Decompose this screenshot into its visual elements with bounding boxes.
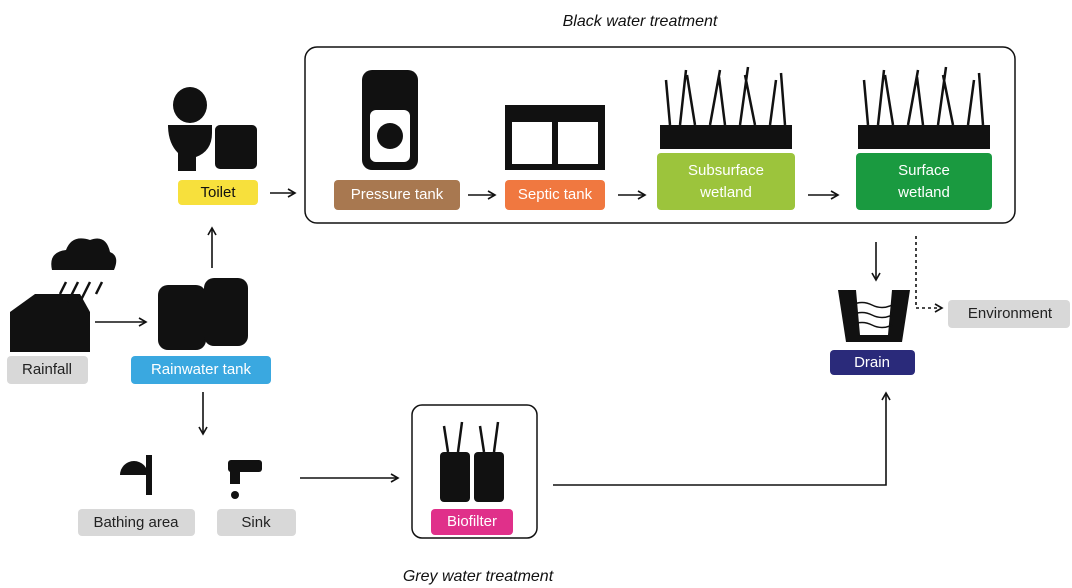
rainwater-box [131,356,271,384]
node-label: wetland [897,184,950,201]
node-label: Drain [854,354,890,371]
node-label: Environment [968,305,1053,322]
grey-water-box [411,404,538,539]
rainfall-box [7,356,88,384]
septic-tank-box [505,180,605,210]
node-label: Pressure tank [351,186,444,203]
drain-box [830,350,915,375]
node-label: Septic tank [518,186,593,203]
grey-water-title: Grey water treatment [403,568,554,585]
node-label: Toilet [200,184,236,201]
biofilter-box [431,509,513,535]
node-label: Rainwater tank [151,361,252,378]
black-water-box [304,46,1016,224]
nodes: Toilet Pressure tank Septic tank Subsurf… [7,153,1070,536]
icons [10,70,990,502]
pressure-tank-box [334,180,460,210]
node-label: Subsurface [688,162,764,179]
subsurface-box [657,153,795,210]
node-label: Bathing area [93,514,179,531]
black-water-title: Black water treatment [563,13,718,30]
sink-box [217,509,296,536]
arrows [95,188,944,486]
node-label: Rainfall [22,361,72,378]
surface-box [856,153,992,210]
toilet-box [178,180,258,205]
node-label: Biofilter [447,513,497,530]
node-label: wetland [699,184,752,201]
node-label: Surface [898,162,950,179]
environment-box [948,300,1070,328]
bathing-box [78,509,195,536]
node-label: Sink [241,514,271,531]
grass [58,66,985,453]
